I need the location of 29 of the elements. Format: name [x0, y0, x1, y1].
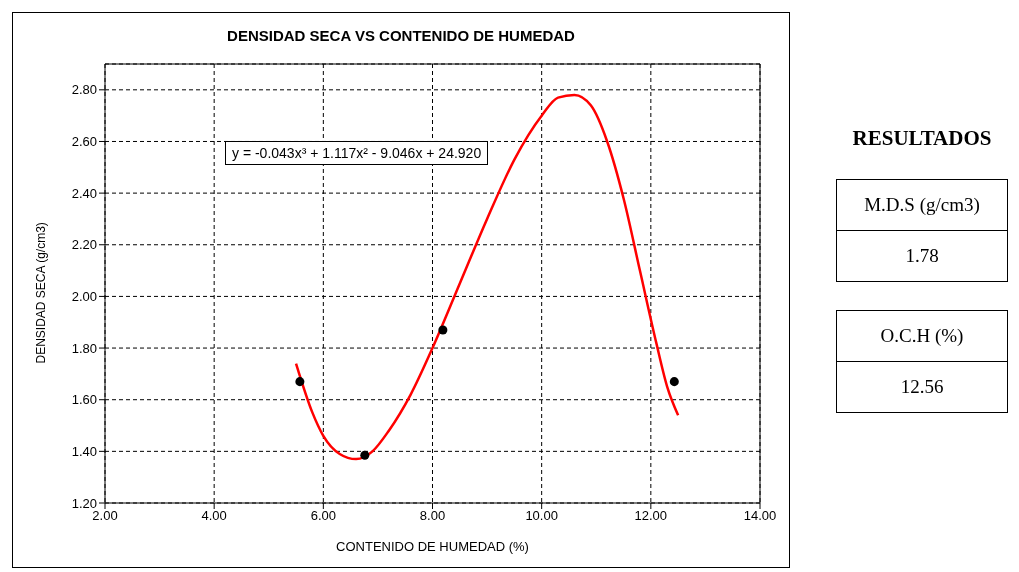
y-tick-label: 1.60	[71, 392, 97, 408]
x-tick-label: 12.00	[634, 508, 668, 524]
x-tick-label: 10.00	[525, 508, 558, 524]
y-tick-label: 1.40	[71, 443, 97, 459]
text: M.D.S (g/cm3)	[837, 180, 1007, 231]
x-tick-label: 4.00	[201, 508, 227, 524]
x-tick-label: 8.00	[419, 508, 446, 524]
point	[360, 450, 370, 460]
y-axis-title: DENSIDAD SECA (g/cm3)	[34, 222, 49, 364]
text: O.C.H (%)	[837, 311, 1007, 362]
point	[438, 325, 448, 335]
y-tick-label: 2.40	[71, 185, 97, 201]
point	[669, 377, 679, 387]
text: 12.56	[899, 375, 945, 399]
point	[295, 377, 305, 387]
x-axis-title: CONTENIDO DE HUMEDAD (%)	[336, 539, 529, 554]
x-tick-label: 2.00	[92, 508, 118, 524]
chart-title: DENSIDAD SECA VS CONTENIDO DE HUMEDAD	[226, 27, 576, 46]
y-tick-label: 1.20	[71, 495, 97, 511]
text: RESULTADOS	[851, 126, 993, 151]
y-tick-label: 2.60	[71, 134, 97, 150]
y-tick-label: 2.00	[71, 289, 97, 305]
annotation: y = -0.043x³ + 1.117x² - 9.046x + 24.920	[225, 141, 489, 165]
x-tick-label: 14.00	[743, 508, 777, 524]
y-tick-label: 2.20	[71, 237, 97, 253]
text: 1.78	[904, 244, 940, 268]
y-tick-label: 2.80	[71, 82, 97, 98]
x-tick-label: 6.00	[310, 508, 336, 524]
y-tick-label: 1.80	[71, 340, 97, 356]
